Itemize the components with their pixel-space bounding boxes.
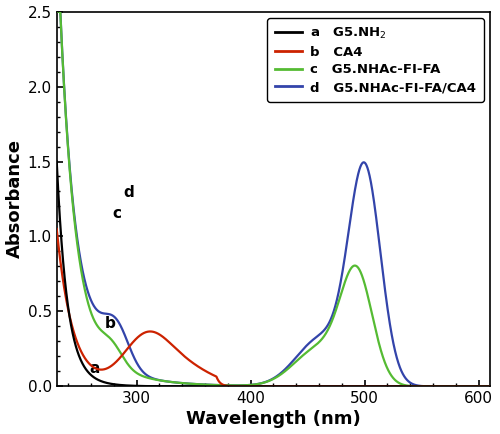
Text: d: d xyxy=(123,185,134,201)
Text: c: c xyxy=(112,207,122,221)
Legend: a   G5.NH$_2$, b   CA4, c   G5.NHAc-FI-FA, d   G5.NHAc-FI-FA/CA4: a G5.NH$_2$, b CA4, c G5.NHAc-FI-FA, d G… xyxy=(268,18,484,102)
Text: a: a xyxy=(89,361,100,376)
Y-axis label: Absorbance: Absorbance xyxy=(6,139,24,259)
X-axis label: Wavelength (nm): Wavelength (nm) xyxy=(186,411,361,428)
Text: b: b xyxy=(105,316,116,331)
